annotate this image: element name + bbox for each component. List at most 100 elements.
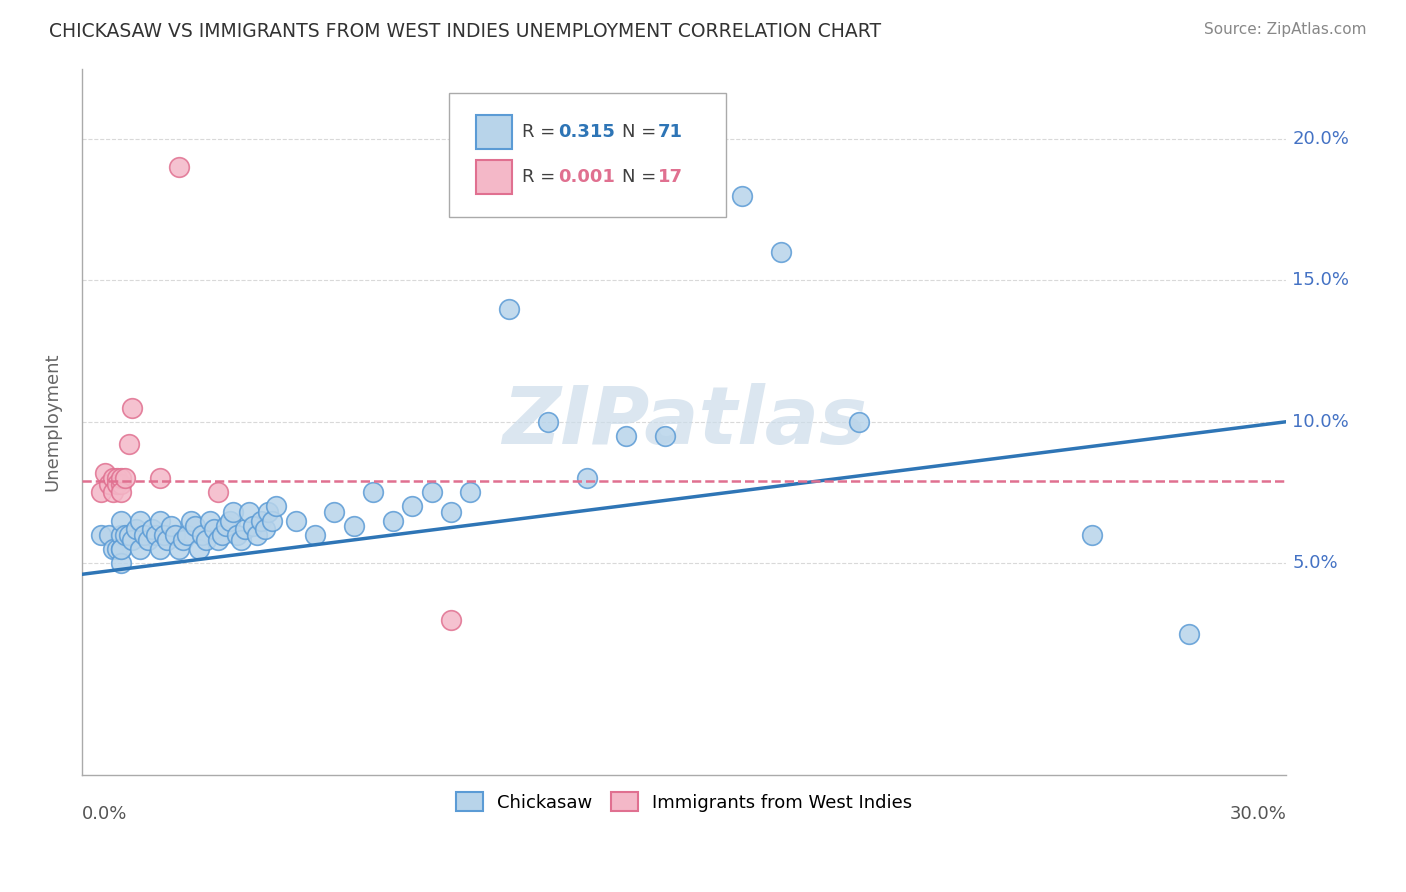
Point bbox=[176, 527, 198, 541]
Point bbox=[440, 613, 463, 627]
Point bbox=[117, 437, 139, 451]
Point bbox=[110, 556, 132, 570]
Text: 17: 17 bbox=[658, 168, 683, 186]
Point bbox=[149, 541, 172, 556]
Point bbox=[136, 533, 159, 548]
Point bbox=[121, 401, 143, 415]
Text: R =: R = bbox=[522, 168, 561, 186]
Y-axis label: Unemployment: Unemployment bbox=[44, 352, 60, 491]
Point bbox=[242, 519, 264, 533]
Text: R =: R = bbox=[522, 123, 561, 141]
FancyBboxPatch shape bbox=[475, 115, 512, 149]
Point bbox=[537, 415, 560, 429]
Point bbox=[420, 485, 443, 500]
Point bbox=[98, 527, 121, 541]
Point bbox=[191, 527, 214, 541]
Point bbox=[363, 485, 385, 500]
Point bbox=[110, 541, 132, 556]
Point bbox=[90, 485, 112, 500]
Point bbox=[211, 527, 233, 541]
Point bbox=[401, 500, 423, 514]
Point bbox=[381, 514, 404, 528]
Point bbox=[231, 533, 253, 548]
Text: ZIPatlas: ZIPatlas bbox=[502, 383, 866, 461]
Point bbox=[253, 522, 276, 536]
Text: 71: 71 bbox=[658, 123, 683, 141]
Point bbox=[129, 541, 152, 556]
FancyBboxPatch shape bbox=[475, 160, 512, 194]
Point bbox=[114, 527, 136, 541]
Point bbox=[101, 485, 124, 500]
Point bbox=[215, 519, 238, 533]
Point bbox=[218, 514, 240, 528]
Point bbox=[110, 527, 132, 541]
Point bbox=[614, 429, 637, 443]
Point bbox=[156, 533, 179, 548]
Point bbox=[284, 514, 307, 528]
Text: 30.0%: 30.0% bbox=[1229, 805, 1286, 823]
Point bbox=[129, 514, 152, 528]
Point bbox=[149, 514, 172, 528]
Point bbox=[233, 522, 256, 536]
Point bbox=[202, 522, 225, 536]
Text: 0.001: 0.001 bbox=[558, 168, 614, 186]
Point bbox=[770, 245, 793, 260]
Point bbox=[304, 527, 326, 541]
Text: 20.0%: 20.0% bbox=[1292, 130, 1350, 148]
Point bbox=[498, 301, 520, 316]
Point bbox=[110, 471, 132, 485]
Point bbox=[249, 514, 271, 528]
Point bbox=[165, 527, 187, 541]
Point bbox=[172, 533, 194, 548]
Point bbox=[167, 541, 190, 556]
Point bbox=[110, 514, 132, 528]
Point bbox=[101, 541, 124, 556]
Point bbox=[460, 485, 482, 500]
Point bbox=[440, 505, 463, 519]
Point bbox=[238, 505, 260, 519]
Text: 15.0%: 15.0% bbox=[1292, 271, 1350, 289]
Point bbox=[183, 519, 205, 533]
Legend: Chickasaw, Immigrants from West Indies: Chickasaw, Immigrants from West Indies bbox=[449, 785, 920, 819]
Text: N =: N = bbox=[621, 123, 662, 141]
Point bbox=[731, 188, 754, 202]
Point bbox=[110, 485, 132, 500]
Point bbox=[226, 527, 249, 541]
Point bbox=[149, 471, 172, 485]
Point bbox=[105, 471, 128, 485]
Point bbox=[105, 541, 128, 556]
Point bbox=[576, 471, 599, 485]
Point bbox=[110, 476, 132, 491]
Point bbox=[222, 505, 245, 519]
Point bbox=[257, 505, 280, 519]
Text: 0.0%: 0.0% bbox=[82, 805, 128, 823]
Point bbox=[1081, 527, 1104, 541]
Point bbox=[101, 471, 124, 485]
Text: Source: ZipAtlas.com: Source: ZipAtlas.com bbox=[1204, 22, 1367, 37]
Point bbox=[187, 541, 209, 556]
Text: N =: N = bbox=[621, 168, 662, 186]
Point bbox=[145, 527, 167, 541]
Point bbox=[654, 429, 676, 443]
Point bbox=[195, 533, 218, 548]
Point bbox=[246, 527, 269, 541]
Text: 5.0%: 5.0% bbox=[1292, 554, 1339, 572]
Point bbox=[160, 519, 183, 533]
Point bbox=[110, 541, 132, 556]
Point bbox=[264, 500, 287, 514]
Point bbox=[343, 519, 366, 533]
Point bbox=[121, 533, 143, 548]
Point bbox=[152, 527, 174, 541]
FancyBboxPatch shape bbox=[450, 94, 727, 217]
Text: 10.0%: 10.0% bbox=[1292, 413, 1350, 431]
Point bbox=[180, 514, 202, 528]
Point bbox=[117, 527, 139, 541]
Point bbox=[848, 415, 870, 429]
Point bbox=[90, 527, 112, 541]
Point bbox=[198, 514, 221, 528]
Text: 0.315: 0.315 bbox=[558, 123, 614, 141]
Point bbox=[262, 514, 284, 528]
Point bbox=[105, 476, 128, 491]
Point bbox=[1178, 626, 1201, 640]
Point bbox=[114, 471, 136, 485]
